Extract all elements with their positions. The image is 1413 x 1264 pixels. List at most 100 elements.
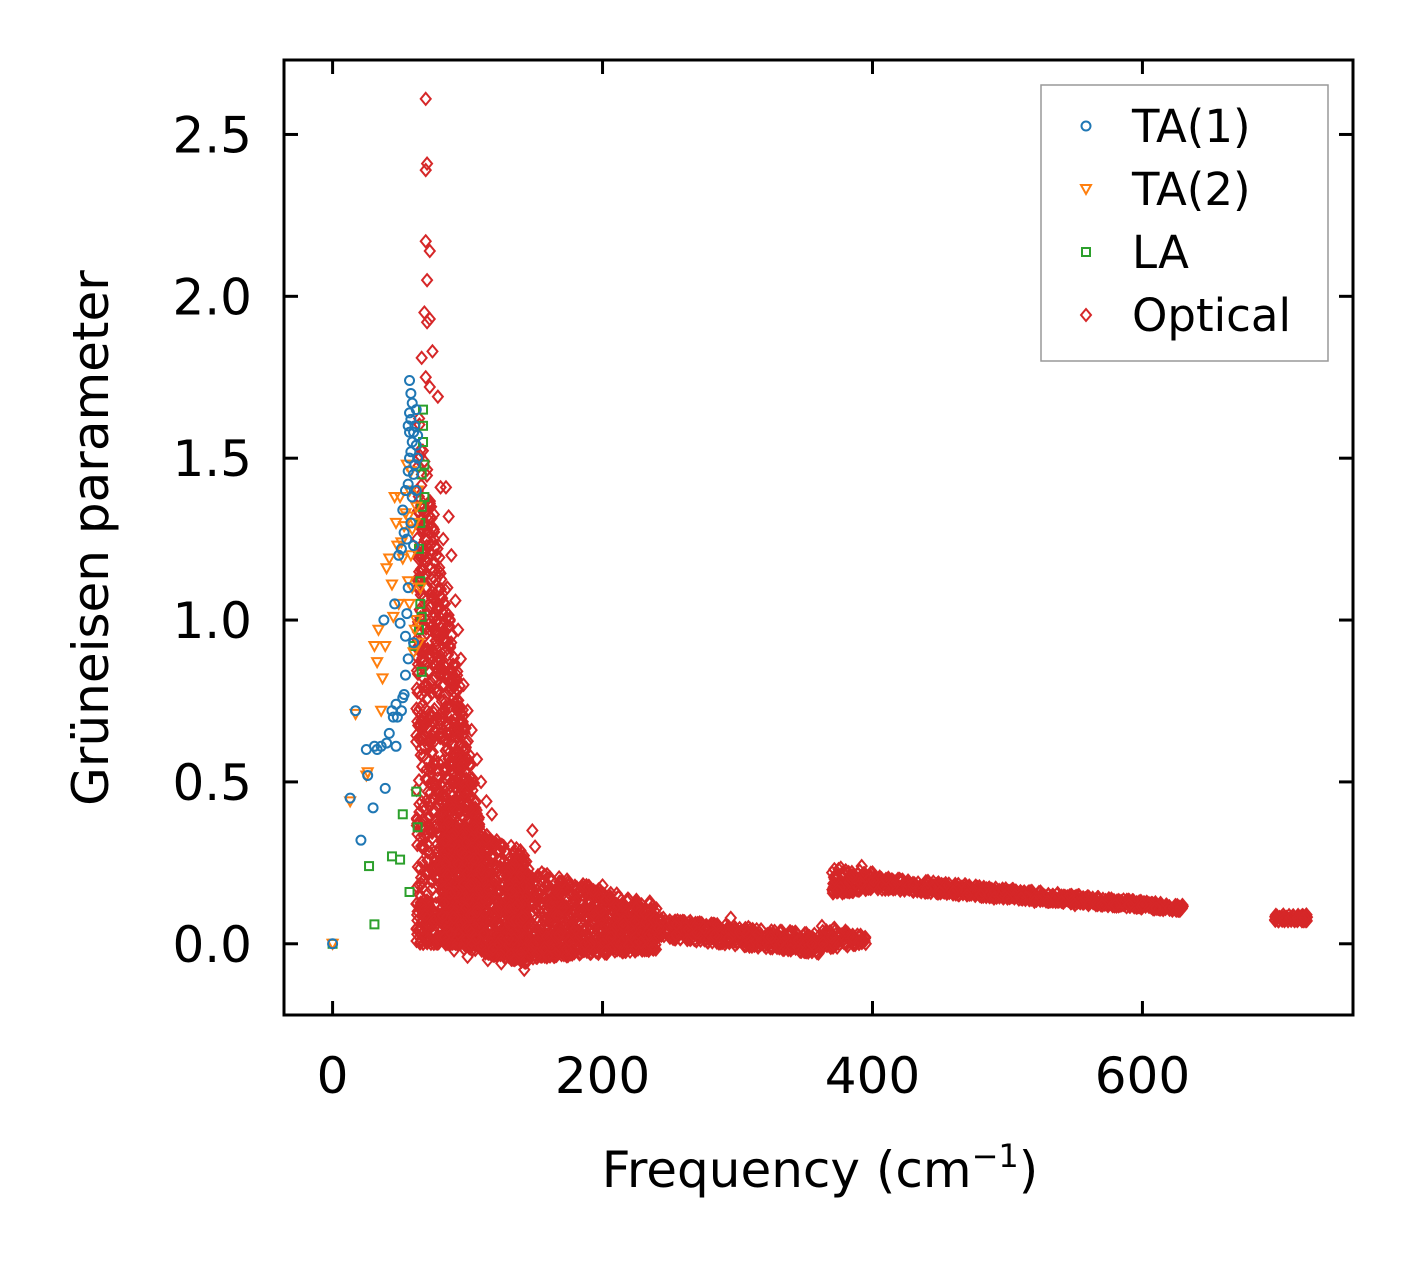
- data-point-optical: [879, 871, 893, 887]
- data-point-optical: [711, 931, 725, 947]
- data-point-ta-2: [375, 673, 390, 686]
- y-tick-label: 2.5: [172, 106, 252, 164]
- data-point-optical: [695, 928, 709, 944]
- data-point-optical: [471, 825, 484, 841]
- data-point-optical: [443, 638, 457, 654]
- data-point-optical: [530, 946, 544, 962]
- data-point-ta-2: [400, 459, 414, 472]
- data-point-ta-1: [409, 459, 421, 471]
- x-axis-title: Frequency (cm−1): [602, 1137, 1039, 1199]
- data-point-optical: [656, 910, 670, 926]
- data-point-ta-2: [412, 637, 426, 650]
- data-point-optical: [451, 884, 465, 900]
- data-points-layer: [325, 91, 1314, 978]
- data-point-optical: [461, 703, 474, 719]
- data-point-optical: [447, 690, 461, 706]
- data-point-ta-1: [402, 420, 414, 432]
- data-point-optical: [430, 612, 443, 628]
- data-point-optical: [584, 920, 598, 936]
- data-point-ta-2: [401, 576, 415, 589]
- data-point-optical: [417, 518, 430, 534]
- data-point-optical: [439, 642, 453, 658]
- data-point-ta-1: [398, 689, 410, 701]
- data-point-optical: [1114, 893, 1128, 909]
- data-point-optical: [416, 840, 429, 856]
- data-point-optical: [549, 946, 563, 962]
- data-point-optical: [921, 874, 935, 891]
- data-point-ta-1: [405, 387, 417, 399]
- data-point-optical: [541, 948, 554, 964]
- data-point-optical: [710, 916, 724, 932]
- data-point-ta-2: [385, 579, 399, 592]
- data-point-ta-1: [401, 533, 413, 545]
- data-point-optical: [427, 530, 441, 547]
- data-point-optical: [906, 875, 920, 891]
- data-point-optical: [1136, 897, 1149, 913]
- data-point-optical: [552, 908, 566, 924]
- data-point-optical: [445, 547, 458, 563]
- data-point-ta-1: [390, 698, 402, 710]
- data-point-optical: [414, 741, 428, 757]
- plot-frame: [282, 58, 1355, 1017]
- data-point-ta-1: [402, 653, 414, 665]
- data-point-optical: [1298, 910, 1311, 926]
- data-point-optical: [441, 867, 454, 883]
- data-point-optical: [440, 832, 454, 849]
- data-point-optical: [654, 913, 668, 929]
- data-point-la: [419, 492, 430, 503]
- data-point-optical: [470, 900, 483, 916]
- data-point-optical: [638, 905, 652, 921]
- data-point-optical: [855, 858, 868, 874]
- data-point-optical: [435, 705, 448, 721]
- data-point-optical: [478, 866, 491, 882]
- data-point-optical: [489, 916, 503, 932]
- data-point-optical: [485, 848, 498, 865]
- data-point-ta-1: [408, 637, 420, 649]
- data-point-optical: [463, 877, 477, 894]
- data-point-optical: [419, 369, 433, 385]
- data-point-optical: [1109, 897, 1122, 913]
- data-point-optical: [448, 885, 461, 901]
- data-point-optical: [451, 622, 465, 638]
- data-point-ta-1: [395, 705, 407, 717]
- data-point-optical: [469, 931, 483, 947]
- data-point-optical: [429, 548, 443, 564]
- data-point-optical: [418, 908, 432, 924]
- data-point-optical: [453, 738, 466, 754]
- data-point-ta-1: [389, 598, 401, 610]
- data-point-optical: [477, 926, 491, 942]
- data-point-optical: [514, 946, 528, 962]
- data-point-optical: [976, 883, 989, 899]
- data-point-optical: [526, 822, 539, 839]
- data-point-optical: [447, 942, 461, 958]
- data-point-optical: [442, 508, 455, 525]
- data-point-optical: [737, 923, 751, 939]
- data-point-optical: [859, 936, 873, 952]
- data-point-optical: [816, 935, 830, 951]
- data-point-optical: [771, 936, 784, 952]
- data-point-optical: [854, 875, 868, 891]
- data-point-optical: [466, 770, 479, 786]
- data-point-optical: [616, 918, 630, 934]
- data-point-optical: [761, 929, 775, 945]
- data-point-optical: [605, 925, 619, 942]
- data-point-ta-1: [381, 737, 393, 749]
- data-point-optical: [569, 921, 582, 937]
- y-tick-label: 2.0: [172, 268, 252, 326]
- data-point-ta-2: [393, 492, 407, 505]
- data-point-optical: [566, 906, 580, 922]
- data-point-ta-2: [389, 517, 403, 530]
- data-point-optical: [502, 931, 515, 947]
- series-ta-1: [327, 374, 424, 950]
- data-point-optical: [526, 897, 539, 913]
- data-point-optical: [429, 776, 443, 792]
- data-point-ta-1: [367, 802, 379, 814]
- data-point-optical: [438, 833, 452, 849]
- data-point-optical: [616, 914, 630, 930]
- data-point-optical: [466, 829, 480, 846]
- data-point-optical: [505, 884, 519, 900]
- data-point-optical: [1041, 894, 1055, 910]
- y-tick-label: 1.0: [172, 592, 252, 650]
- data-point-ta-2: [370, 657, 384, 670]
- data-point-optical: [467, 851, 480, 867]
